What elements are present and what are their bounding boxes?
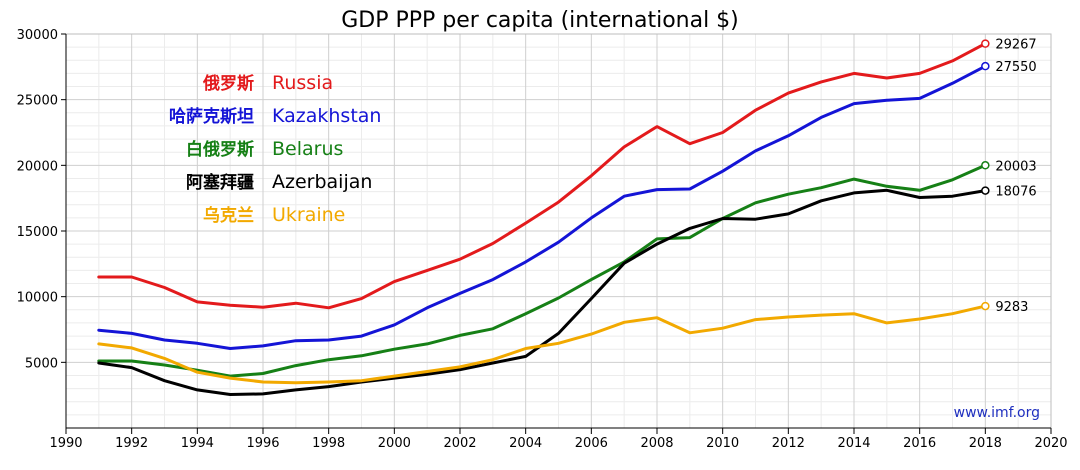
y-tick-label: 30000 — [17, 28, 58, 43]
chart-title: GDP PPP per capita (international $) — [341, 8, 739, 33]
legend-label-azerbaijan: Azerbaijan — [272, 171, 372, 193]
series-line-ukraine — [97, 304, 987, 385]
legend-label-cn-ukraine: 乌克兰 — [203, 205, 254, 226]
series-lines: 29267 27550 20003 18076 9283 — [97, 38, 1037, 396]
legend: 俄罗斯 Russia 哈萨克斯坦 Kazakhstan 白俄罗斯 Belarus 阿塞拜疆 A… — [169, 72, 381, 226]
series-endpoint-russia — [981, 39, 990, 48]
x-tick-label: 2010 — [706, 436, 739, 451]
end-value-label-russia: 29267 — [995, 38, 1036, 53]
series-line-russia — [97, 42, 987, 310]
legend-label-cn-kazakhstan: 哈萨克斯坦 — [169, 106, 254, 127]
legend-label-cn-belarus: 白俄罗斯 — [186, 139, 254, 160]
x-tick-label: 2006 — [575, 436, 608, 451]
x-tick-label: 2016 — [903, 436, 936, 451]
end-value-label-ukraine: 9283 — [995, 300, 1028, 315]
end-value-label-kazakhstan: 27550 — [995, 60, 1036, 75]
x-tick-label: 1992 — [115, 436, 148, 451]
y-tick-label: 10000 — [17, 291, 58, 306]
y-tick-label: 15000 — [17, 225, 58, 240]
x-tick-label: 2014 — [837, 436, 870, 451]
x-tick-label: 2008 — [640, 436, 673, 451]
x-tick-label: 2012 — [772, 436, 805, 451]
series-endpoint-belarus — [981, 161, 990, 170]
series-endpoint-kazakhstan — [981, 61, 990, 71]
x-tick-label: 1994 — [181, 436, 214, 451]
x-tick-label: 1996 — [246, 436, 279, 451]
y-tick-label: 20000 — [17, 159, 58, 174]
y-tick-label: 25000 — [17, 94, 58, 109]
axes: 1990 1992 1994 1996 1998 2000 2002 2004 2006 2008… — [17, 28, 1068, 451]
legend-label-kazakhstan: Kazakhstan — [272, 105, 381, 127]
x-tick-label: 2000 — [378, 436, 411, 451]
source-label: www.imf.org — [954, 405, 1040, 421]
end-value-label-belarus: 20003 — [995, 159, 1036, 174]
x-tick-label: 2018 — [969, 436, 1002, 451]
x-tick-label: 1990 — [49, 436, 82, 451]
x-tick-label: 2004 — [509, 436, 542, 451]
x-tick-label: 1998 — [312, 436, 345, 451]
series-endpoint-ukraine — [981, 301, 990, 311]
series-endpoint-azerbaijan — [981, 186, 990, 195]
legend-label-cn-azerbaijan: 阿塞拜疆 — [186, 172, 254, 193]
legend-label-ukraine: Ukraine — [272, 204, 345, 226]
x-tick-label: 2002 — [443, 436, 476, 451]
end-value-label-azerbaijan: 18076 — [995, 185, 1036, 200]
legend-label-russia: Russia — [272, 72, 333, 94]
y-tick-label: 5000 — [25, 356, 58, 371]
series-line-belarus — [97, 163, 987, 378]
legend-label-belarus: Belarus — [272, 138, 343, 160]
x-tick-label: 2020 — [1034, 436, 1067, 451]
legend-label-cn-russia: 俄罗斯 — [202, 73, 254, 94]
series-line-kazakhstan — [97, 64, 987, 350]
